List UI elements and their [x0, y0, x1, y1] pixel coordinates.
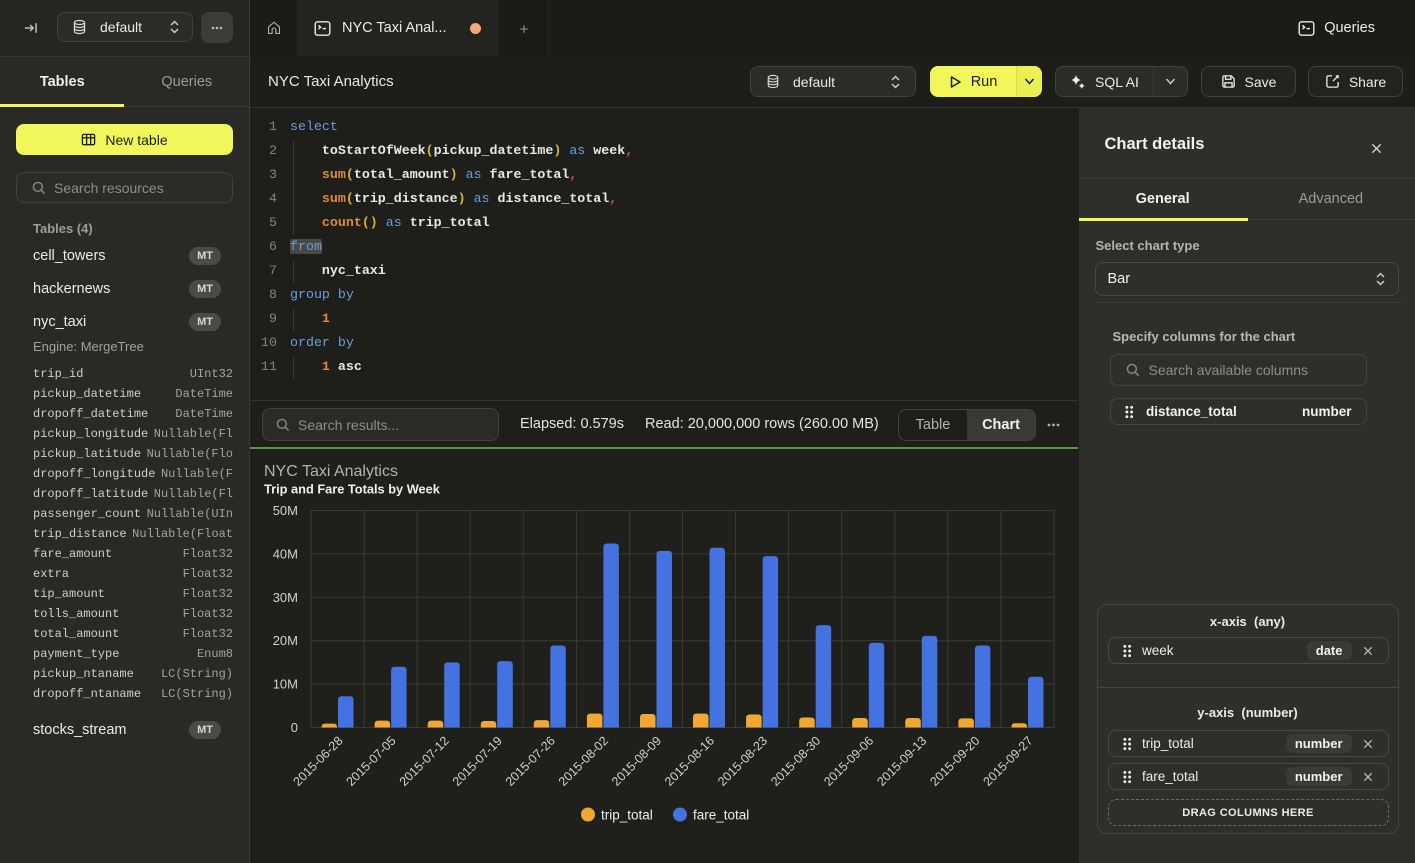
svg-text:2015-08-02: 2015-08-02 [556, 733, 611, 788]
svg-text:2015-08-30: 2015-08-30 [768, 733, 823, 788]
svg-text:40M: 40M [273, 546, 298, 561]
svg-text:2015-06-28: 2015-06-28 [291, 733, 346, 788]
svg-text:2015-09-13: 2015-09-13 [874, 733, 929, 788]
svg-text:20M: 20M [273, 633, 298, 648]
svg-text:fare_total: fare_total [693, 807, 749, 822]
svg-text:2015-07-19: 2015-07-19 [450, 733, 505, 788]
svg-text:2015-08-09: 2015-08-09 [609, 733, 664, 788]
svg-text:2015-07-05: 2015-07-05 [344, 733, 399, 788]
svg-text:trip_total: trip_total [601, 807, 653, 822]
svg-text:2015-07-26: 2015-07-26 [503, 733, 558, 788]
svg-text:2015-07-12: 2015-07-12 [397, 733, 452, 788]
svg-text:50M: 50M [273, 503, 298, 518]
svg-text:2015-09-20: 2015-09-20 [927, 733, 982, 788]
svg-text:30M: 30M [273, 589, 298, 604]
svg-text:2015-09-06: 2015-09-06 [821, 733, 876, 788]
svg-text:2015-09-27: 2015-09-27 [981, 733, 1036, 788]
svg-text:10M: 10M [273, 676, 298, 691]
svg-text:0: 0 [291, 720, 298, 735]
svg-text:Trip and Fare Totals by Week: Trip and Fare Totals by Week [264, 481, 441, 496]
svg-text:2015-08-23: 2015-08-23 [715, 733, 770, 788]
svg-text:NYC Taxi Analytics: NYC Taxi Analytics [264, 463, 398, 480]
svg-text:2015-08-16: 2015-08-16 [662, 733, 717, 788]
